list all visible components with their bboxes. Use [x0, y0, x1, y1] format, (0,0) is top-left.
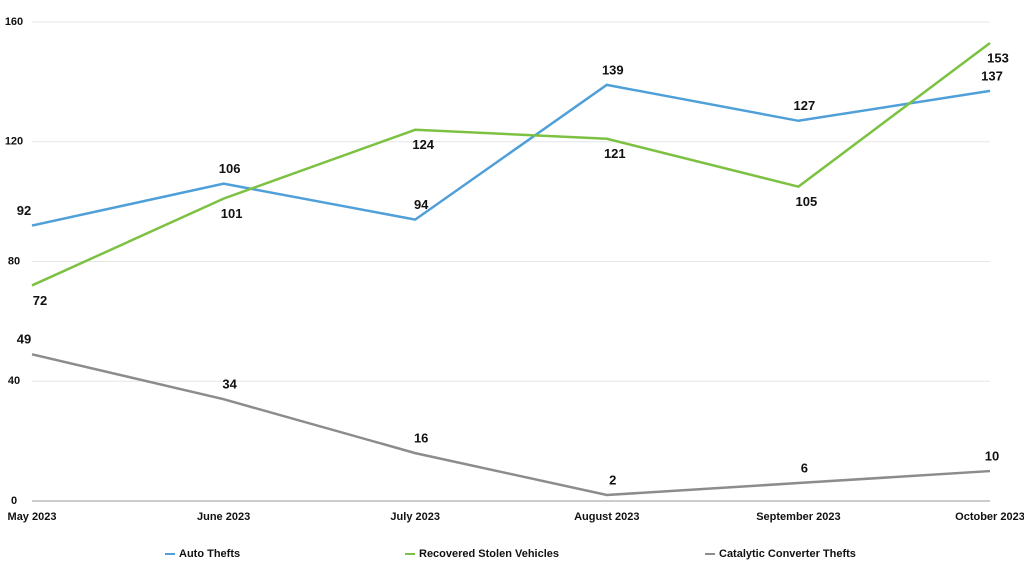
- data-label: 101: [221, 206, 243, 221]
- data-label: 137: [981, 68, 1003, 83]
- x-tick-label: July 2023: [390, 511, 440, 523]
- data-label: 139: [602, 62, 624, 77]
- y-tick-label: 80: [8, 255, 20, 267]
- data-label: 106: [219, 161, 241, 176]
- data-label: 72: [33, 293, 47, 308]
- x-tick-label: August 2023: [574, 511, 639, 523]
- legend-label: Catalytic Converter Thefts: [719, 548, 856, 560]
- series-line: [31, 83, 991, 227]
- data-label: 34: [222, 377, 237, 392]
- data-label: 153: [987, 50, 1009, 65]
- data-label: 124: [412, 137, 434, 152]
- data-label: 121: [604, 146, 626, 161]
- data-label: 10: [985, 449, 999, 464]
- legend-label: Recovered Stolen Vehicles: [419, 548, 559, 560]
- x-tick-label: June 2023: [197, 511, 250, 523]
- data-label: 2: [609, 472, 616, 487]
- series-line: [31, 41, 991, 287]
- y-tick-label: 40: [8, 375, 20, 387]
- data-label: 105: [796, 194, 818, 209]
- series-line: [31, 353, 991, 497]
- data-label: 127: [794, 98, 816, 113]
- data-label: 6: [801, 460, 808, 475]
- data-label: 49: [17, 332, 31, 347]
- y-tick-label: 0: [11, 495, 17, 507]
- x-tick-label: May 2023: [8, 511, 57, 523]
- data-label: 16: [414, 431, 428, 446]
- y-tick-label: 120: [5, 136, 23, 148]
- data-label: 94: [414, 197, 429, 212]
- x-tick-label: September 2023: [756, 511, 840, 523]
- x-tick-label: October 2023: [955, 511, 1024, 523]
- data-label: 92: [17, 203, 31, 218]
- legend-label: Auto Thefts: [179, 548, 240, 560]
- y-tick-label: 160: [5, 16, 23, 28]
